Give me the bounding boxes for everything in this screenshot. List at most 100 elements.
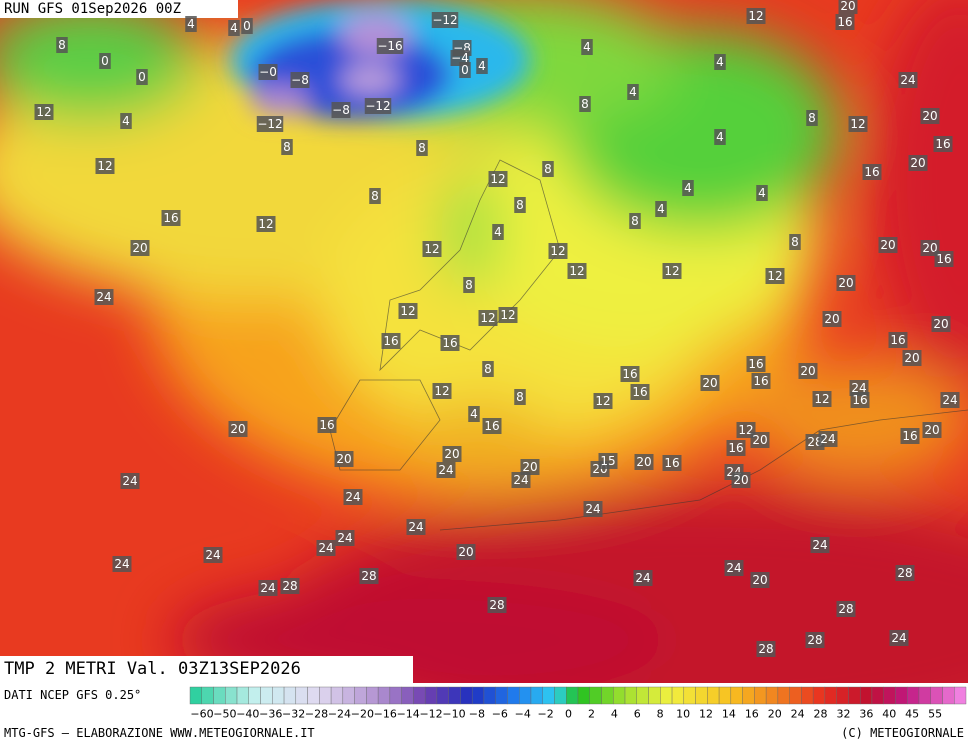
temperature-label: 28 bbox=[489, 598, 504, 612]
colorbar-swatch bbox=[918, 686, 931, 705]
temperature-label: 12 bbox=[595, 394, 610, 408]
colorbar-swatch bbox=[542, 686, 555, 705]
colorbar-swatch bbox=[554, 686, 567, 705]
colorbar-label: 10 bbox=[676, 708, 690, 721]
colorbar-label: 45 bbox=[905, 708, 919, 721]
label-box bbox=[482, 418, 502, 434]
colorbar-label: −28 bbox=[305, 708, 328, 721]
colorbar-label: 24 bbox=[791, 708, 805, 721]
temperature-label: 16 bbox=[864, 165, 879, 179]
colorbar-swatch bbox=[707, 686, 720, 705]
colorbar-swatch bbox=[954, 686, 967, 705]
label-box bbox=[567, 263, 587, 279]
temperature-label: 12 bbox=[550, 244, 565, 258]
temperature-label: 16 bbox=[319, 418, 334, 432]
colorbar-swatch bbox=[754, 686, 767, 705]
temperature-label: 20 bbox=[444, 447, 459, 461]
label-box bbox=[634, 454, 654, 470]
label-box bbox=[888, 332, 908, 348]
colorbar-swatch bbox=[519, 686, 532, 705]
label-box bbox=[836, 601, 856, 617]
colorbar-label: 28 bbox=[814, 708, 828, 721]
label-box bbox=[798, 363, 818, 379]
colorbar-label: 4 bbox=[611, 708, 618, 721]
colorbar-swatch bbox=[225, 686, 238, 705]
label-box bbox=[488, 171, 508, 187]
label-box bbox=[120, 473, 140, 489]
temperature-label: −4 bbox=[451, 51, 469, 65]
temperature-label: −16 bbox=[377, 39, 402, 53]
label-box bbox=[99, 53, 111, 69]
label-box bbox=[746, 8, 766, 24]
colorbar-label: −10 bbox=[442, 708, 465, 721]
temperature-label: 24 bbox=[345, 490, 360, 504]
temperature-label: 28 bbox=[838, 602, 853, 616]
colorbar-label: −40 bbox=[236, 708, 259, 721]
label-box bbox=[34, 104, 54, 120]
temperature-label: 20 bbox=[840, 0, 855, 13]
temperature-label: 20 bbox=[752, 433, 767, 447]
temperature-label: 20 bbox=[800, 364, 815, 378]
temperature-label: 12 bbox=[258, 217, 273, 231]
temperature-label: 24 bbox=[812, 538, 827, 552]
label-box bbox=[895, 565, 915, 581]
label-box bbox=[598, 453, 618, 469]
temperature-label: −8 bbox=[291, 73, 309, 87]
colorbar-label: 0 bbox=[565, 708, 572, 721]
colorbar-swatch bbox=[930, 686, 943, 705]
temperature-label: 0 bbox=[138, 70, 146, 84]
temperature-label: 16 bbox=[622, 367, 637, 381]
label-box bbox=[810, 537, 830, 553]
label-box bbox=[376, 38, 404, 54]
label-box bbox=[940, 392, 960, 408]
colorbar-label: −14 bbox=[397, 708, 420, 721]
label-box bbox=[343, 489, 363, 505]
label-box bbox=[482, 361, 494, 377]
temperature-label: 24 bbox=[96, 290, 111, 304]
label-box bbox=[431, 12, 459, 28]
temperature-label: 20 bbox=[924, 423, 939, 437]
label-box bbox=[440, 335, 460, 351]
label-box bbox=[731, 472, 751, 488]
colorbar-swatch bbox=[413, 686, 426, 705]
temperature-label: 8 bbox=[631, 214, 639, 228]
temperature-label: 8 bbox=[371, 189, 379, 203]
colorbar-label: 40 bbox=[882, 708, 896, 721]
temperature-label: 20 bbox=[922, 109, 937, 123]
colorbar-label: 20 bbox=[768, 708, 782, 721]
label-box bbox=[442, 446, 462, 462]
colorbar-swatch bbox=[436, 686, 449, 705]
temperature-label: 24 bbox=[820, 432, 835, 446]
colorbar-swatch bbox=[307, 686, 320, 705]
colorbar-swatch bbox=[283, 686, 297, 705]
data-source: DATI NCEP GFS 0.25° bbox=[4, 688, 141, 702]
colorbar-swatch bbox=[260, 686, 273, 705]
label-box bbox=[700, 375, 720, 391]
label-box bbox=[579, 96, 591, 112]
temperature-label: 24 bbox=[408, 520, 423, 534]
label-box bbox=[746, 356, 766, 372]
label-box bbox=[908, 155, 928, 171]
label-box bbox=[806, 110, 818, 126]
colorbar-swatch bbox=[824, 686, 837, 705]
temperature-label: 20 bbox=[933, 317, 948, 331]
colorbar-swatch bbox=[671, 686, 685, 705]
temperature-label: 4 bbox=[583, 40, 591, 54]
label-box bbox=[203, 547, 223, 563]
label-box bbox=[258, 580, 278, 596]
temperature-label: −12 bbox=[365, 99, 390, 113]
label-box bbox=[756, 641, 776, 657]
temperature-label: 20 bbox=[904, 351, 919, 365]
colorbar-label: 8 bbox=[657, 708, 664, 721]
temperature-label: 4 bbox=[478, 59, 486, 73]
colorbar-swatch bbox=[424, 686, 438, 705]
colorbar-swatch bbox=[765, 686, 779, 705]
label-box bbox=[136, 69, 148, 85]
temperature-label: 12 bbox=[814, 392, 829, 406]
temperature-label: 4 bbox=[230, 21, 238, 35]
colorbar-swatch bbox=[448, 686, 461, 705]
label-box bbox=[850, 392, 870, 408]
label-box bbox=[476, 58, 488, 74]
temperature-label: 24 bbox=[318, 541, 333, 555]
